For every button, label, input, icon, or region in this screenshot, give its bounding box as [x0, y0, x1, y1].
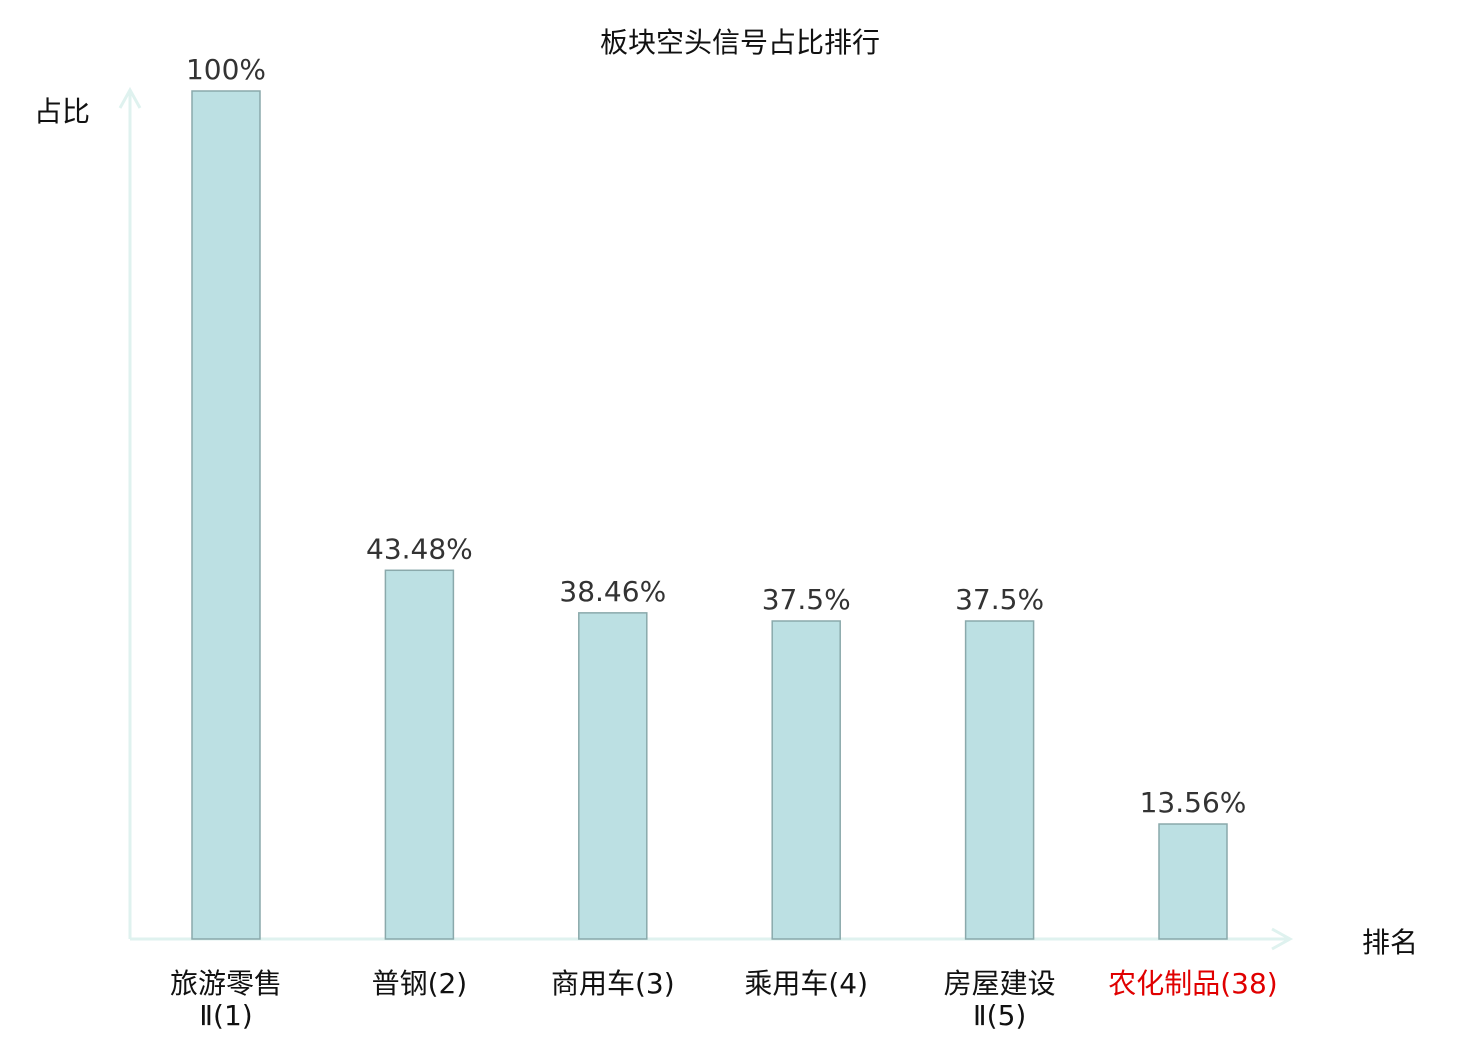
data-label: 38.46% [559, 575, 666, 608]
bar [384, 569, 455, 940]
bar [964, 620, 1035, 940]
data-label: 100% [186, 53, 266, 86]
bar [1158, 823, 1228, 940]
x-tick-label: 房屋建设 [944, 967, 1056, 1000]
data-label: 13.56% [1140, 786, 1247, 819]
data-label: 43.48% [366, 532, 473, 565]
x-tick-label: 商用车(3) [551, 967, 675, 1000]
x-axis-label: 排名 [1362, 926, 1418, 959]
y-axis-arrow-icon [118, 86, 142, 109]
bar [578, 612, 648, 940]
x-axis-arrow-icon [1271, 927, 1294, 951]
x-tick-label: 普钢(2) [372, 967, 468, 1000]
bar [191, 90, 261, 940]
chart-title: 板块空头信号占比排行 [600, 26, 880, 59]
y-axis-label: 占比 [34, 95, 90, 128]
axes [118, 86, 1294, 951]
data-label: 37.5% [762, 583, 851, 616]
data-label: 37.5% [955, 583, 1044, 616]
x-tick-label: 农化制品(38) [1108, 967, 1277, 1000]
x-tick-label: Ⅱ(5) [973, 999, 1026, 1032]
x-tick-label: 旅游零售 [170, 967, 282, 1000]
x-tick-label: 乘用车(4) [744, 967, 868, 1000]
bar [771, 620, 841, 940]
x-tick-label: Ⅱ(1) [199, 999, 252, 1032]
